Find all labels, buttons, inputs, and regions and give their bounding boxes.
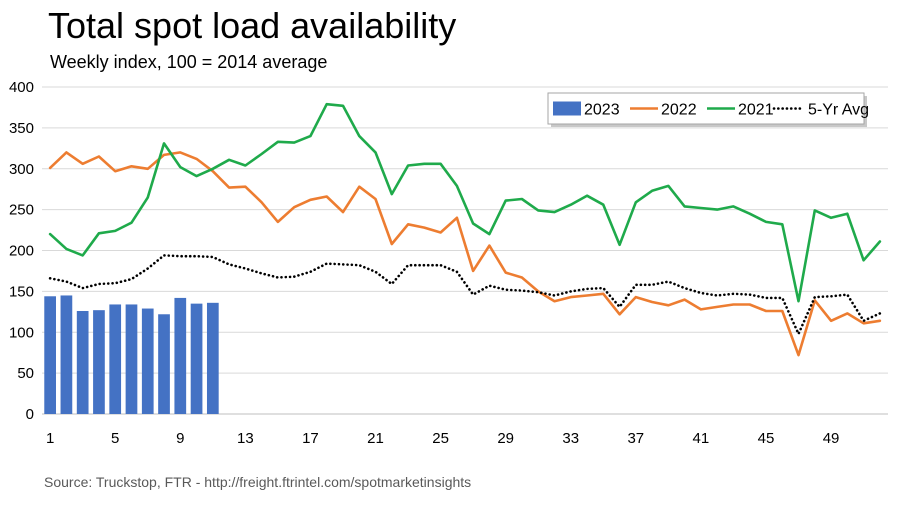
bar-2023-week-9 bbox=[174, 297, 187, 414]
legend-label: 5-Yr Avg bbox=[808, 102, 869, 119]
legend-label: 2022 bbox=[661, 102, 697, 119]
x-tick-label: 21 bbox=[367, 430, 384, 447]
x-tick-label: 9 bbox=[176, 430, 184, 447]
bar-2023-week-10 bbox=[190, 303, 203, 414]
x-tick-label: 1 bbox=[46, 430, 54, 447]
y-tick-label: 100 bbox=[9, 324, 34, 341]
x-axis-ticks: 1 5 9 13 17 21 25 29 33 37 41 45 49 bbox=[46, 430, 839, 447]
x-tick-label: 25 bbox=[432, 430, 449, 447]
x-tick-label: 29 bbox=[497, 430, 514, 447]
y-tick-label: 300 bbox=[9, 161, 34, 178]
x-tick-label: 49 bbox=[823, 430, 840, 447]
line-2022 bbox=[48, 151, 882, 357]
legend-box bbox=[547, 92, 865, 125]
legend-label: 2023 bbox=[584, 102, 620, 119]
bar-2023-week-3 bbox=[76, 310, 89, 414]
x-tick-label: 41 bbox=[693, 430, 710, 447]
bar-2023-week-4 bbox=[93, 310, 105, 414]
x-tick-label: 45 bbox=[758, 430, 775, 447]
y-tick-label: 350 bbox=[9, 120, 34, 137]
y-tick-label: 150 bbox=[9, 283, 34, 300]
y-tick-label: 400 bbox=[9, 79, 34, 96]
legend: 2023 2022 2021 5-Yr Avg bbox=[547, 92, 869, 127]
bar-2023-week-11 bbox=[206, 302, 219, 414]
grid-lines bbox=[42, 86, 888, 415]
y-tick-label: 50 bbox=[17, 365, 34, 382]
line-5-yr-avg bbox=[48, 254, 882, 336]
bar-2023-week-2 bbox=[60, 295, 73, 414]
bar-2023-week-1 bbox=[44, 296, 56, 414]
x-tick-label: 33 bbox=[562, 430, 579, 447]
y-axis-ticks: 0 50 100 150 200 250 300 350 400 bbox=[9, 79, 34, 423]
y-tick-label: 250 bbox=[9, 202, 34, 219]
bar-2023-week-5 bbox=[109, 304, 122, 414]
legend-label: 2021 bbox=[738, 102, 774, 119]
x-tick-label: 17 bbox=[302, 430, 319, 447]
bar-2023-week-7 bbox=[141, 308, 154, 414]
line-2021 bbox=[48, 102, 882, 303]
x-tick-label: 37 bbox=[627, 430, 644, 447]
line-series bbox=[48, 102, 882, 357]
bar-2023-week-6 bbox=[125, 304, 138, 414]
legend-swatch-2023 bbox=[553, 101, 581, 116]
page-subtitle: Weekly index, 100 = 2014 average bbox=[50, 52, 328, 72]
x-tick-label: 5 bbox=[111, 430, 119, 447]
bar-series-2023 bbox=[44, 295, 219, 414]
y-tick-label: 200 bbox=[9, 243, 34, 260]
x-tick-label: 13 bbox=[237, 430, 254, 447]
y-tick-label: 0 bbox=[26, 406, 34, 423]
source-note: Source: Truckstop, FTR - http://freight.… bbox=[44, 474, 472, 490]
bar-2023-week-8 bbox=[158, 314, 170, 414]
page-title: Total spot load availability bbox=[48, 5, 457, 46]
